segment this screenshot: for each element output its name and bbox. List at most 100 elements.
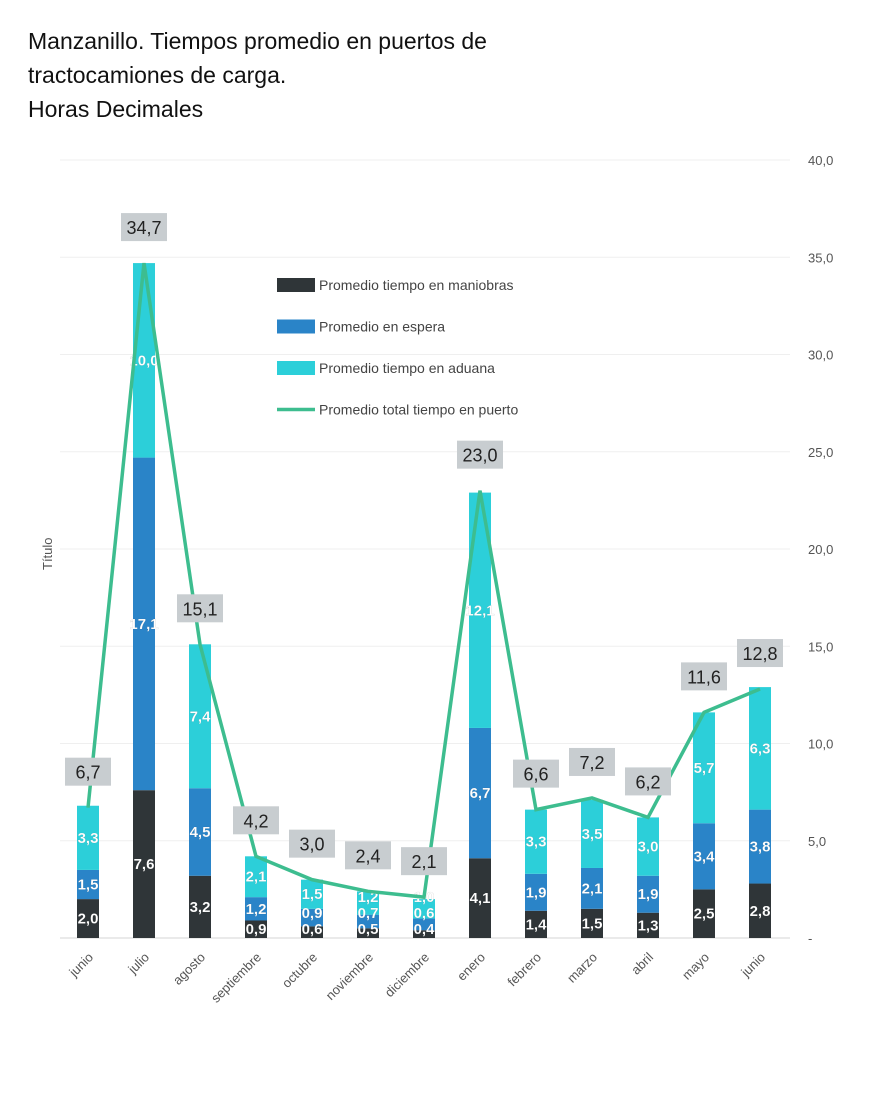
total-label-box	[569, 747, 615, 776]
total-label-box	[65, 757, 111, 786]
y-tick-label: 30,0	[808, 348, 833, 363]
bar-segment	[469, 858, 491, 938]
total-label-box	[233, 806, 279, 835]
bar-segment	[525, 910, 547, 938]
total-label-box	[401, 847, 447, 876]
y-tick-label: 35,0	[808, 250, 833, 265]
x-tick-label: septiembre	[208, 950, 264, 1006]
chart-title: Manzanillo. Tiempos promedio en puertos …	[28, 24, 487, 126]
bar-segment	[133, 790, 155, 938]
legend-label: Promedio en espera	[319, 319, 445, 335]
bar-data-label: 0,7	[358, 905, 379, 922]
legend-label: Promedio tiempo en aduana	[319, 360, 495, 376]
x-tick-label: julio	[124, 950, 152, 978]
legend-swatch	[277, 319, 315, 334]
bar-data-label: 2,1	[246, 869, 267, 886]
bar-segment	[189, 875, 211, 938]
x-tick-label: marzo	[564, 950, 600, 986]
y-tick-label: 5,0	[808, 834, 826, 849]
bar-segment	[245, 897, 267, 921]
bar-data-label: 0,9	[302, 905, 323, 922]
y-tick-label: 40,0	[808, 153, 833, 168]
bar-segment	[77, 805, 99, 870]
total-data-label: 6,6	[523, 765, 548, 785]
bar-segment	[77, 899, 99, 938]
bar-segment	[357, 928, 379, 938]
bar-segment	[581, 799, 603, 868]
bar-segment	[693, 889, 715, 938]
bar-segment	[301, 926, 323, 938]
bar-segment	[189, 644, 211, 789]
bar-segment	[693, 712, 715, 824]
bar-data-label: 4,5	[190, 824, 211, 841]
legend-swatch	[277, 278, 315, 292]
bar-segment	[637, 912, 659, 938]
bar-segment	[581, 908, 603, 938]
bar-segment	[245, 920, 267, 938]
bar-segment	[133, 457, 155, 791]
bar-segment	[77, 869, 99, 900]
bar-segment	[637, 817, 659, 876]
bar-segment	[469, 727, 491, 859]
bar-data-label: 3,3	[526, 834, 547, 851]
title-line-1: Manzanillo. Tiempos promedio en puertos …	[28, 28, 487, 54]
bar-segment	[693, 823, 715, 890]
bar-segment	[749, 809, 771, 884]
bar-data-label: 0,6	[302, 921, 323, 938]
bar-data-label: 2,1	[582, 880, 603, 897]
bar-data-label: 7,4	[190, 708, 212, 725]
y-tick-label: 25,0	[808, 445, 833, 460]
bar-segment	[357, 891, 379, 915]
x-tick-label: junio	[737, 950, 768, 981]
bar-data-label: 3,2	[190, 899, 211, 916]
bar-data-label: 3,0	[638, 839, 659, 856]
bar-segment	[413, 918, 435, 931]
y-tick-label: 10,0	[808, 737, 833, 752]
y-tick-label: -	[808, 931, 812, 946]
y-tick-label: 15,0	[808, 639, 833, 654]
total-data-label: 23,0	[462, 446, 497, 466]
total-data-label: 7,2	[579, 753, 604, 773]
bar-data-label: 0,5	[358, 921, 379, 938]
x-tick-label: diciembre	[382, 950, 432, 1000]
bar-segment	[357, 914, 379, 929]
total-label-box	[289, 829, 335, 858]
bar-segment	[469, 492, 491, 728]
bar-segment	[189, 788, 211, 876]
total-label-box	[737, 639, 783, 668]
total-data-label: 15,1	[182, 599, 217, 619]
bar-segment	[749, 883, 771, 938]
bar-data-label: 2,5	[694, 906, 715, 923]
x-tick-label: junio	[65, 950, 96, 981]
bar-segment	[525, 873, 547, 911]
x-tick-label: febrero	[504, 950, 544, 990]
total-label-box	[177, 594, 223, 623]
total-data-label: 6,7	[75, 763, 100, 783]
bar-data-label: 17,1	[129, 616, 158, 633]
y-tick-label: 20,0	[808, 542, 833, 557]
bar-segment	[301, 908, 323, 927]
bar-data-label: 1,9	[526, 884, 547, 901]
total-data-label: 34,7	[126, 218, 161, 238]
total-data-label: 12,8	[742, 644, 777, 664]
bar-segment	[413, 930, 435, 938]
total-data-label: 4,2	[243, 811, 268, 831]
bar-segment	[413, 899, 435, 919]
total-label-box	[513, 759, 559, 788]
total-data-label: 11,6	[687, 667, 721, 687]
legend-label: Promedio total tiempo en puerto	[319, 402, 518, 418]
x-tick-label: agosto	[170, 950, 208, 988]
total-label-box	[121, 213, 167, 242]
bar-data-label: 1,9	[638, 886, 659, 903]
x-tick-label: octubre	[279, 950, 320, 991]
bar-data-label: 7,6	[134, 856, 155, 873]
total-label-box	[625, 767, 671, 796]
bar-data-label: 5,7	[694, 760, 715, 777]
bar-data-label: 1,5	[78, 877, 99, 894]
total-data-label: 3,0	[299, 835, 324, 855]
bar-segment	[301, 879, 323, 909]
bar-data-label: 1,5	[302, 886, 323, 903]
total-data-label: 6,2	[635, 772, 660, 792]
